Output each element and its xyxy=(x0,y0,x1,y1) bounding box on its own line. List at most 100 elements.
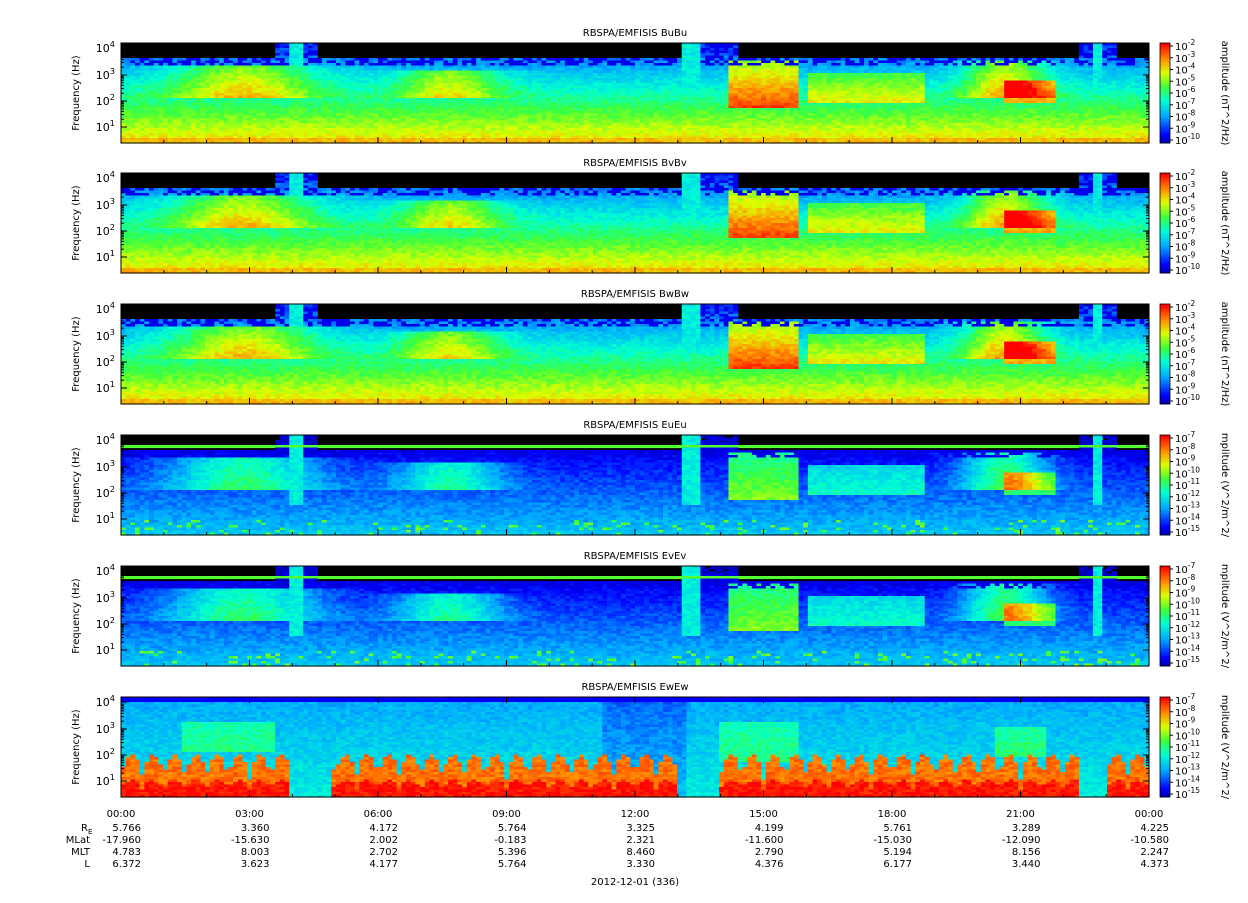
colorbar-label: mplitude (V^2/m^2/ xyxy=(1219,695,1230,800)
ephemeris-value: 4.225 xyxy=(1140,823,1169,834)
spectrogram-cells xyxy=(121,566,1150,667)
colorbar-tick-label: 10-10 xyxy=(1175,393,1200,408)
colorbar-tick-label: 10-8 xyxy=(1175,442,1195,457)
x-tick-label: 21:00 xyxy=(1006,809,1035,820)
colorbar-tick-label: 10-9 xyxy=(1175,120,1195,135)
ephemeris-value: -11.600 xyxy=(745,835,784,846)
y-tick-label: 104 xyxy=(96,693,115,709)
colorbar-tick-label: 10-7 xyxy=(1175,358,1195,373)
colorbar-tick-label: 10-5 xyxy=(1175,334,1195,349)
colorbar-tick-label: 10-10 xyxy=(1175,465,1200,480)
colorbar-tick-label: 10-6 xyxy=(1175,215,1195,230)
y-tick-label: 102 xyxy=(96,615,115,631)
y-tick-label: 104 xyxy=(96,562,115,578)
y-tick-label: 103 xyxy=(96,458,115,474)
y-tick-label: 102 xyxy=(96,222,115,238)
ephemeris-label: MLT xyxy=(71,847,91,858)
panel-title: RBSPA/EMFISIS BvBv xyxy=(583,158,687,169)
ephemeris-value: -10.580 xyxy=(1130,835,1169,846)
colorbar: 10-210-310-410-510-610-710-810-910-10 amp… xyxy=(1159,299,1230,408)
y-tick-label: 101 xyxy=(96,118,115,134)
date-label: 2012-12-01 (336) xyxy=(591,877,679,888)
colorbar-label: amplitude (nT^2/Hz) xyxy=(1219,171,1230,276)
colorbar-tick-label: 10-8 xyxy=(1175,573,1195,588)
x-tick-label: 18:00 xyxy=(878,809,907,820)
ephemeris-value: 2.247 xyxy=(1140,847,1169,858)
ephemeris-value: -12.090 xyxy=(1002,835,1041,846)
colorbar-tick-label: 10-8 xyxy=(1175,239,1195,254)
y-tick-label: 102 xyxy=(96,746,115,762)
colorbar-tick-label: 10-12 xyxy=(1175,751,1200,766)
colorbar-label: amplitude (nT^2/Hz) xyxy=(1219,302,1230,407)
y-axis-label: Frequency (Hz) xyxy=(71,578,82,654)
colorbar-tick-label: 10-14 xyxy=(1175,643,1200,658)
colorbar-tick-label: 10-7 xyxy=(1175,561,1195,576)
ephemeris-value: -15.030 xyxy=(873,835,912,846)
y-axis-label: Frequency (Hz) xyxy=(71,185,82,261)
colorbar-tick-label: 10-10 xyxy=(1175,132,1200,147)
colorbar-tick-label: 10-3 xyxy=(1175,50,1195,65)
panel-title: RBSPA/EMFISIS BwBw xyxy=(581,289,689,300)
y-tick-label: 104 xyxy=(96,39,115,55)
y-tick-label: 101 xyxy=(96,772,115,788)
spectrogram-panel: RBSPA/EMFISIS BwBw 101 102 103 104 Frequency … xyxy=(71,289,1230,408)
colorbar-tick-label: 10-9 xyxy=(1175,454,1195,469)
x-tick-label: 15:00 xyxy=(749,809,778,820)
ephemeris-value: -17.960 xyxy=(102,835,141,846)
colorbar-tick-label: 10-6 xyxy=(1175,346,1195,361)
colorbar-tick-label: 10-9 xyxy=(1175,716,1195,731)
ephemeris-table: R E 5.766 3.360 4.172 5.764 3.325 4.199 5.761 3.2… xyxy=(66,823,1169,870)
ephemeris-value: 5.194 xyxy=(883,847,912,858)
colorbar: 10-210-310-410-510-610-710-810-910-10 amp… xyxy=(1159,38,1230,147)
y-tick-label: 101 xyxy=(96,379,115,395)
spectrogram-cells xyxy=(121,173,1150,274)
colorbar-tick-label: 10-11 xyxy=(1175,477,1200,492)
ephemeris-value: -15.630 xyxy=(231,835,270,846)
y-tick-label: 101 xyxy=(96,641,115,657)
colorbar-tick-label: 10-7 xyxy=(1175,430,1195,445)
colorbar: 10-710-810-910-1010-1110-1210-1310-1410-… xyxy=(1159,692,1230,801)
spectrogram-cells xyxy=(121,435,1150,536)
spectrogram-panel: RBSPA/EMFISIS EvEv 101 102 103 104 Frequency … xyxy=(71,551,1230,670)
y-tick-label: 104 xyxy=(96,431,115,447)
y-tick-label: 104 xyxy=(96,169,115,185)
colorbar-tick-label: 10-9 xyxy=(1175,381,1195,396)
spectrogram-panel: RBSPA/EMFISIS BvBv 101 102 103 104 Frequency … xyxy=(71,158,1230,277)
colorbar-tick-label: 10-11 xyxy=(1175,608,1200,623)
colorbar-tick-label: 10-4 xyxy=(1175,62,1195,77)
ephemeris-value: 6.177 xyxy=(883,859,912,870)
ephemeris-value: 3.330 xyxy=(626,859,655,870)
colorbar-tick-label: 10-2 xyxy=(1175,299,1195,314)
colorbar-tick-label: 10-14 xyxy=(1175,512,1200,527)
colorbar-tick-label: 10-4 xyxy=(1175,192,1195,207)
colorbar-tick-label: 10-8 xyxy=(1175,370,1195,385)
colorbar-tick-label: 10-8 xyxy=(1175,704,1195,719)
colorbar-tick-label: 10-10 xyxy=(1175,262,1200,277)
x-tick-label: 12:00 xyxy=(621,809,650,820)
colorbar-tick-label: 10-15 xyxy=(1175,524,1200,539)
spectrogram-cells xyxy=(121,43,1150,144)
colorbar-tick-label: 10-5 xyxy=(1175,73,1195,88)
colorbar-tick-label: 10-2 xyxy=(1175,38,1195,53)
colorbar-tick-label: 10-3 xyxy=(1175,180,1195,195)
colorbar-tick-label: 10-11 xyxy=(1175,739,1200,754)
y-axis-label: Frequency (Hz) xyxy=(71,709,82,785)
panel-title: RBSPA/EMFISIS EvEv xyxy=(584,551,687,562)
colorbar-tick-label: 10-5 xyxy=(1175,203,1195,218)
colorbar-tick-label: 10-9 xyxy=(1175,585,1195,600)
ephemeris-value: 2.002 xyxy=(369,835,398,846)
ephemeris-value: -0.183 xyxy=(494,835,526,846)
spectrogram-panel: RBSPA/EMFISIS EwEw 101 102 103 104 Frequency … xyxy=(71,682,1230,801)
spectrogram-cells xyxy=(121,304,1150,405)
colorbar-tick-label: 10-7 xyxy=(1175,97,1195,112)
y-tick-label: 103 xyxy=(96,589,115,605)
colorbar: 10-710-810-910-1010-1110-1210-1310-1410-… xyxy=(1159,561,1230,670)
colorbar: 10-210-310-410-510-610-710-810-910-10 amp… xyxy=(1159,168,1230,277)
time-axis: 00:00 03:00 06:00 09:00 12:00 15:00 18:00 21:00… xyxy=(107,809,1164,820)
colorbar-tick-label: 10-13 xyxy=(1175,763,1200,778)
y-tick-label: 101 xyxy=(96,510,115,526)
spectrogram-cells xyxy=(121,697,1150,798)
ephemeris-value: 4.172 xyxy=(369,823,398,834)
ephemeris-value: 3.289 xyxy=(1012,823,1041,834)
